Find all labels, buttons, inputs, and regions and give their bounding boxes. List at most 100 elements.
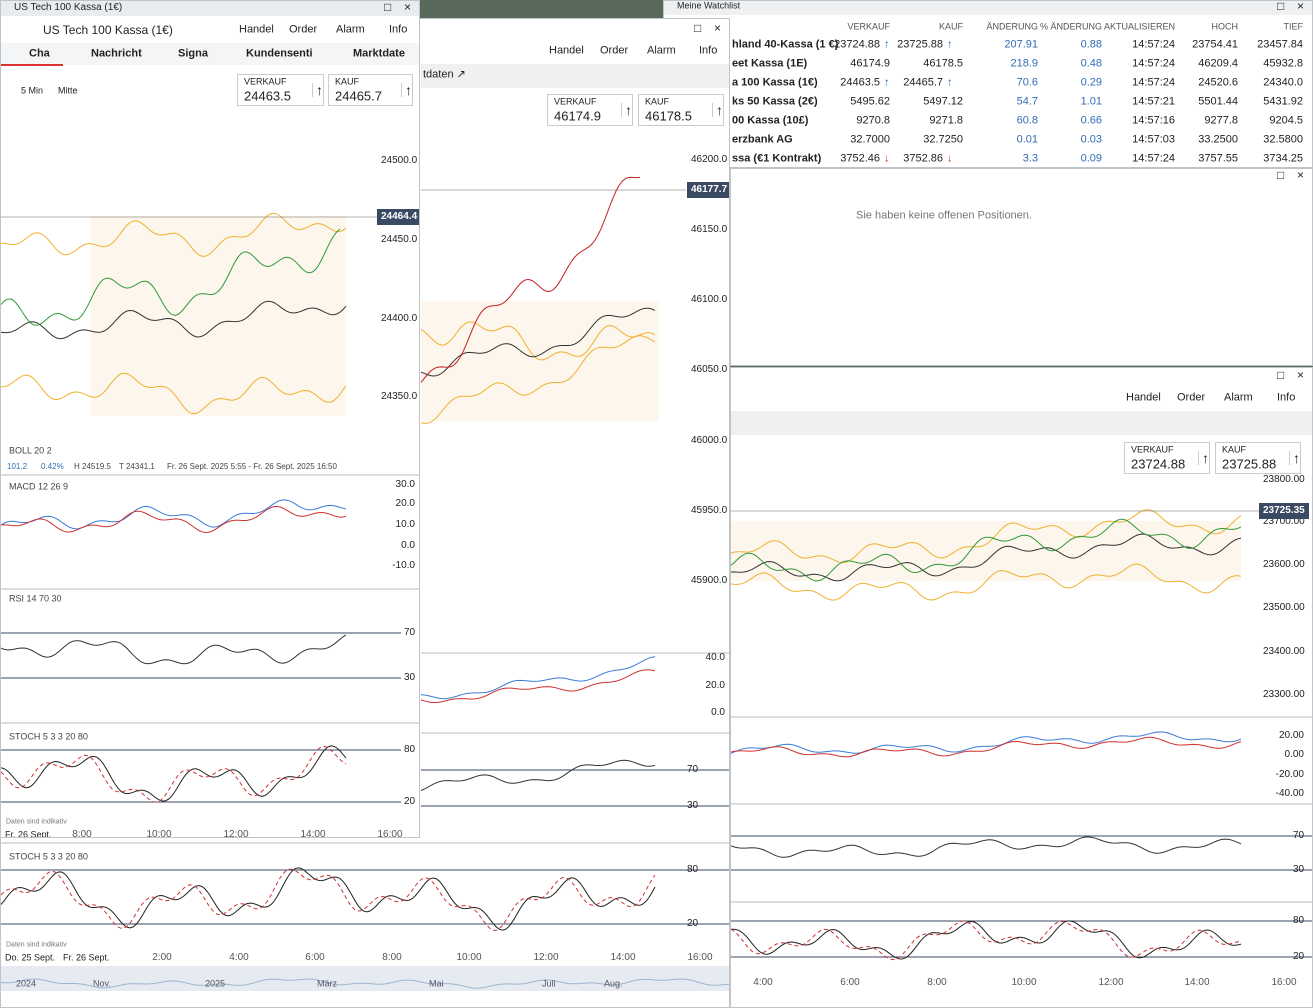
price-value[interactable]: 46178.5 bbox=[645, 108, 692, 124]
arrow-icon[interactable]: ↑ bbox=[621, 103, 632, 117]
interval-option[interactable]: Mitte bbox=[58, 85, 78, 96]
indicator-label: MACD 12 26 9 bbox=[9, 481, 69, 492]
menu-item[interactable]: Alarm bbox=[336, 23, 365, 36]
y-tick-label: 20.0 bbox=[395, 498, 415, 509]
menu-item[interactable]: Handel bbox=[1126, 391, 1161, 404]
menu-item[interactable]: Handel bbox=[239, 23, 274, 36]
menu-item[interactable]: Handel bbox=[549, 44, 584, 57]
cell: 23457.84 bbox=[1257, 38, 1303, 51]
indicator-line-decoration bbox=[1, 228, 341, 326]
arrow-icon[interactable]: ↑ bbox=[712, 103, 723, 117]
y-tick-label: 23500.00 bbox=[1263, 602, 1305, 613]
price-value[interactable]: 24465.7 bbox=[335, 88, 382, 104]
instrument-name[interactable]: 00 Kassa (10£) bbox=[732, 114, 809, 127]
column-header: HOCH bbox=[1211, 21, 1239, 32]
cell: 5431.92 bbox=[1263, 95, 1303, 108]
y-tick-label: 0.00 bbox=[1284, 749, 1304, 760]
price-value[interactable]: 23725.88 bbox=[1222, 456, 1277, 472]
cell: 33.2500 bbox=[1198, 133, 1238, 146]
maximize-button[interactable]: □ bbox=[1277, 168, 1285, 182]
cell: 0.03 bbox=[1080, 133, 1102, 146]
y-tick-label: 30 bbox=[1293, 864, 1305, 875]
tab[interactable]: Kundensenti bbox=[246, 47, 313, 60]
interval-option[interactable]: 5 Min bbox=[21, 85, 44, 96]
instrument-name[interactable]: eet Kassa (1E) bbox=[732, 57, 808, 70]
y-tick-label: 45950.0 bbox=[691, 505, 728, 516]
x-tick-label: 8:00 bbox=[72, 829, 92, 838]
menu-item[interactable]: Info bbox=[389, 23, 408, 36]
panel-background bbox=[1, 64, 63, 66]
trend-arrow: ↑ bbox=[884, 38, 890, 51]
indicator-label: BOLL 20 2 bbox=[9, 445, 52, 456]
x-tick-label: 4:00 bbox=[753, 977, 773, 988]
panel-background bbox=[731, 411, 1312, 435]
cell: 14:57:24 bbox=[1132, 57, 1175, 70]
maximize-button[interactable]: □ bbox=[1277, 0, 1285, 13]
indicator-line-decoration bbox=[420, 669, 656, 703]
close-button[interactable]: × bbox=[1297, 368, 1305, 382]
close-button[interactable]: × bbox=[714, 21, 722, 35]
y-tick-label: 20.0 bbox=[705, 680, 725, 691]
price-value[interactable]: 46174.9 bbox=[554, 108, 601, 124]
cell: 9270.8 bbox=[856, 114, 890, 127]
close-button[interactable]: × bbox=[404, 0, 412, 14]
price-button bbox=[638, 94, 724, 126]
close-button[interactable]: × bbox=[1297, 168, 1305, 182]
maximize-button[interactable]: □ bbox=[694, 21, 702, 35]
instrument-name[interactable]: erzbank AG bbox=[732, 133, 793, 146]
menu-item[interactable]: Alarm bbox=[1224, 391, 1253, 404]
close-button[interactable]: × bbox=[1297, 0, 1305, 13]
instrument-name[interactable]: a 100 Kassa (1€) bbox=[732, 76, 818, 89]
cell: 0.09 bbox=[1080, 152, 1102, 165]
indicator-line-decoration bbox=[1, 745, 347, 803]
chart-window: US Tech 100 Kassa (1€) □ × US Tech 100 Kass… bbox=[0, 0, 420, 838]
menu-item[interactable]: Order bbox=[600, 44, 629, 57]
price-value[interactable]: 23724.88 bbox=[1131, 456, 1186, 472]
tab[interactable]: Signa bbox=[178, 47, 208, 60]
tab[interactable]: Nachricht bbox=[91, 47, 142, 60]
arrow-icon[interactable]: ↑ bbox=[1198, 451, 1209, 465]
indicator-label: STOCH 5 3 3 20 80 bbox=[9, 731, 88, 742]
tab[interactable]: Marktdate bbox=[353, 47, 405, 60]
menu-item[interactable]: Order bbox=[289, 23, 318, 36]
cell: 14:57:24 bbox=[1132, 38, 1175, 51]
arrow-icon[interactable]: ↑ bbox=[401, 83, 412, 97]
indicator-line-decoration bbox=[420, 307, 656, 377]
menu-item[interactable]: Info bbox=[1277, 391, 1296, 404]
instrument-selector[interactable]: US Tech 100 Kassa (1€) bbox=[43, 23, 173, 37]
column-header: VERKAUF bbox=[847, 21, 890, 32]
cell: 218.9 bbox=[1010, 57, 1038, 70]
indicator-label: STOCH 5 3 3 20 80 bbox=[9, 851, 88, 862]
cell: 46209.4 bbox=[1198, 57, 1238, 70]
price-label: VERKAUF bbox=[554, 96, 597, 107]
menu-item[interactable]: Alarm bbox=[647, 44, 676, 57]
menu-item[interactable]: Info bbox=[699, 44, 718, 57]
arrow-icon[interactable]: ↑ bbox=[1289, 451, 1300, 465]
instrument-name[interactable]: ssa (€1 Kontrakt) bbox=[732, 152, 822, 165]
indicator-line-decoration bbox=[731, 836, 1242, 858]
note: Daten sind indikativ bbox=[6, 818, 67, 826]
price-button bbox=[547, 94, 633, 126]
arrow-icon[interactable]: ↑ bbox=[312, 83, 323, 97]
tab[interactable]: tdaten ↗ bbox=[423, 68, 466, 81]
x-tick-label: 12:00 bbox=[223, 829, 249, 838]
tab[interactable]: Cha bbox=[29, 47, 50, 60]
watchlist-window: Meine Watchlist □ × VERKAUF KAUF ÄNDERUNG% ÄN… bbox=[663, 0, 1313, 168]
y-tick-label: 0.0 bbox=[401, 540, 415, 551]
x-tick-label: 16:00 bbox=[377, 829, 403, 838]
cell: 32.7000 bbox=[850, 133, 890, 146]
y-tick-label: 70 bbox=[404, 627, 416, 638]
navigator-label: Aug. bbox=[604, 978, 623, 989]
navigator-label: 2024 bbox=[16, 978, 37, 989]
panel-background bbox=[664, 1, 1312, 15]
instrument-name[interactable]: ks 50 Kassa (2€) bbox=[732, 95, 818, 108]
tab[interactable]: Meine Watchlist bbox=[677, 0, 741, 11]
maximize-button[interactable]: □ bbox=[1277, 368, 1285, 382]
maximize-button[interactable]: □ bbox=[384, 0, 392, 14]
cell: 23754.41 bbox=[1192, 38, 1238, 51]
price-value[interactable]: 24463.5 bbox=[244, 88, 291, 104]
instrument-name[interactable]: hland 40-Kassa (1 €) bbox=[732, 38, 839, 51]
menu-item[interactable]: Order bbox=[1177, 391, 1206, 404]
navigator-label: März bbox=[317, 978, 337, 989]
indicator-line-decoration bbox=[731, 920, 1242, 960]
